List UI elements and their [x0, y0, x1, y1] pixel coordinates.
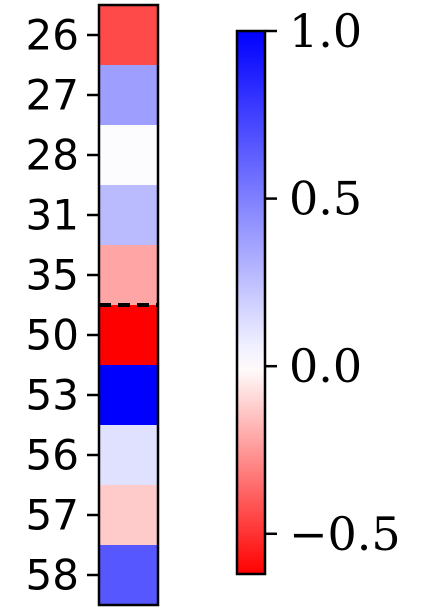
colorbar-ticks: 1.0 0.5 0.0 −0.5	[265, 4, 401, 561]
row-label-35: 35	[26, 251, 79, 300]
heatmap-cell-53	[99, 365, 158, 425]
heatmap-cell-27	[99, 65, 158, 125]
colorbar	[235, 29, 267, 576]
row-label-27: 27	[26, 71, 79, 120]
heatmap-cell-50	[99, 305, 158, 365]
heatmap-cell-57	[99, 485, 158, 545]
colorbar-tick-label-1: 0.5	[289, 172, 362, 226]
heatmap-cell-31	[99, 185, 158, 245]
heatmap-cell-56	[99, 425, 158, 485]
heatmap-frame	[97, 3, 160, 607]
row-tick-labels: 26 27 28 31 35 50 53 56 57 58	[26, 11, 79, 600]
row-label-58: 58	[26, 551, 79, 600]
heatmap-cell-28	[99, 125, 158, 185]
row-label-53: 53	[26, 371, 79, 420]
heatmap-cell-58	[99, 545, 158, 605]
colorbar-tick-label-3: −0.5	[289, 507, 401, 561]
heatmap-cell-35	[99, 245, 158, 305]
row-label-26: 26	[26, 11, 79, 60]
row-label-28: 28	[26, 131, 79, 180]
heatmap-cells	[99, 5, 158, 605]
row-ticks	[87, 33, 99, 577]
heatmap-cell-26	[99, 5, 158, 65]
colorbar-tick-label-2: 0.0	[289, 339, 362, 393]
row-label-57: 57	[26, 491, 79, 540]
colorbar-tick-label-0: 1.0	[289, 4, 362, 58]
row-label-56: 56	[26, 431, 79, 480]
row-label-31: 31	[26, 191, 79, 240]
row-label-50: 50	[26, 311, 79, 360]
